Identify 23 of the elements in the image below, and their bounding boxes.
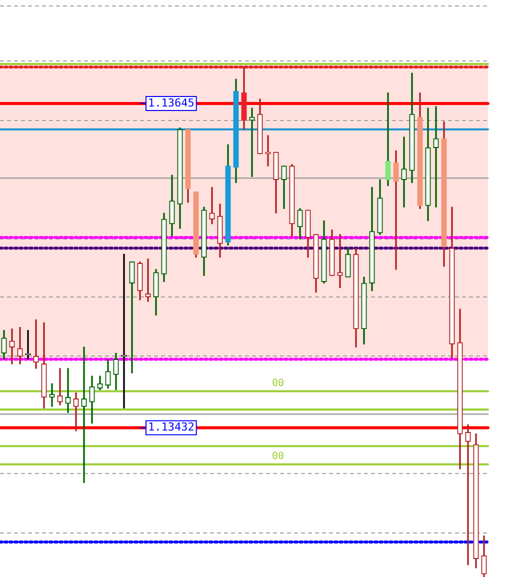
- candlestick: [81, 346, 87, 483]
- candlestick: [57, 368, 63, 406]
- candlestick: [249, 108, 255, 177]
- candlestick: [33, 319, 39, 369]
- candlestick: [49, 383, 55, 407]
- candlestick: [401, 136, 407, 208]
- ref-line-label: 1.13645: [148, 96, 194, 110]
- candlestick: [337, 234, 343, 288]
- candlestick: [65, 368, 71, 413]
- candlestick: [73, 392, 79, 432]
- candlestick: [385, 92, 391, 186]
- candlestick: [145, 258, 151, 302]
- candlestick: [209, 186, 215, 224]
- candlestick: [17, 326, 23, 364]
- candlestick: [9, 328, 15, 364]
- ref-line-label: 1.13432: [148, 420, 194, 434]
- annotation: 00: [272, 450, 284, 462]
- candlestick: [265, 135, 271, 166]
- annotation: 00: [272, 378, 284, 389]
- candlestick: [465, 424, 471, 566]
- candlestick: [129, 262, 135, 374]
- candlestick: [433, 106, 439, 208]
- candlestick: [393, 150, 399, 270]
